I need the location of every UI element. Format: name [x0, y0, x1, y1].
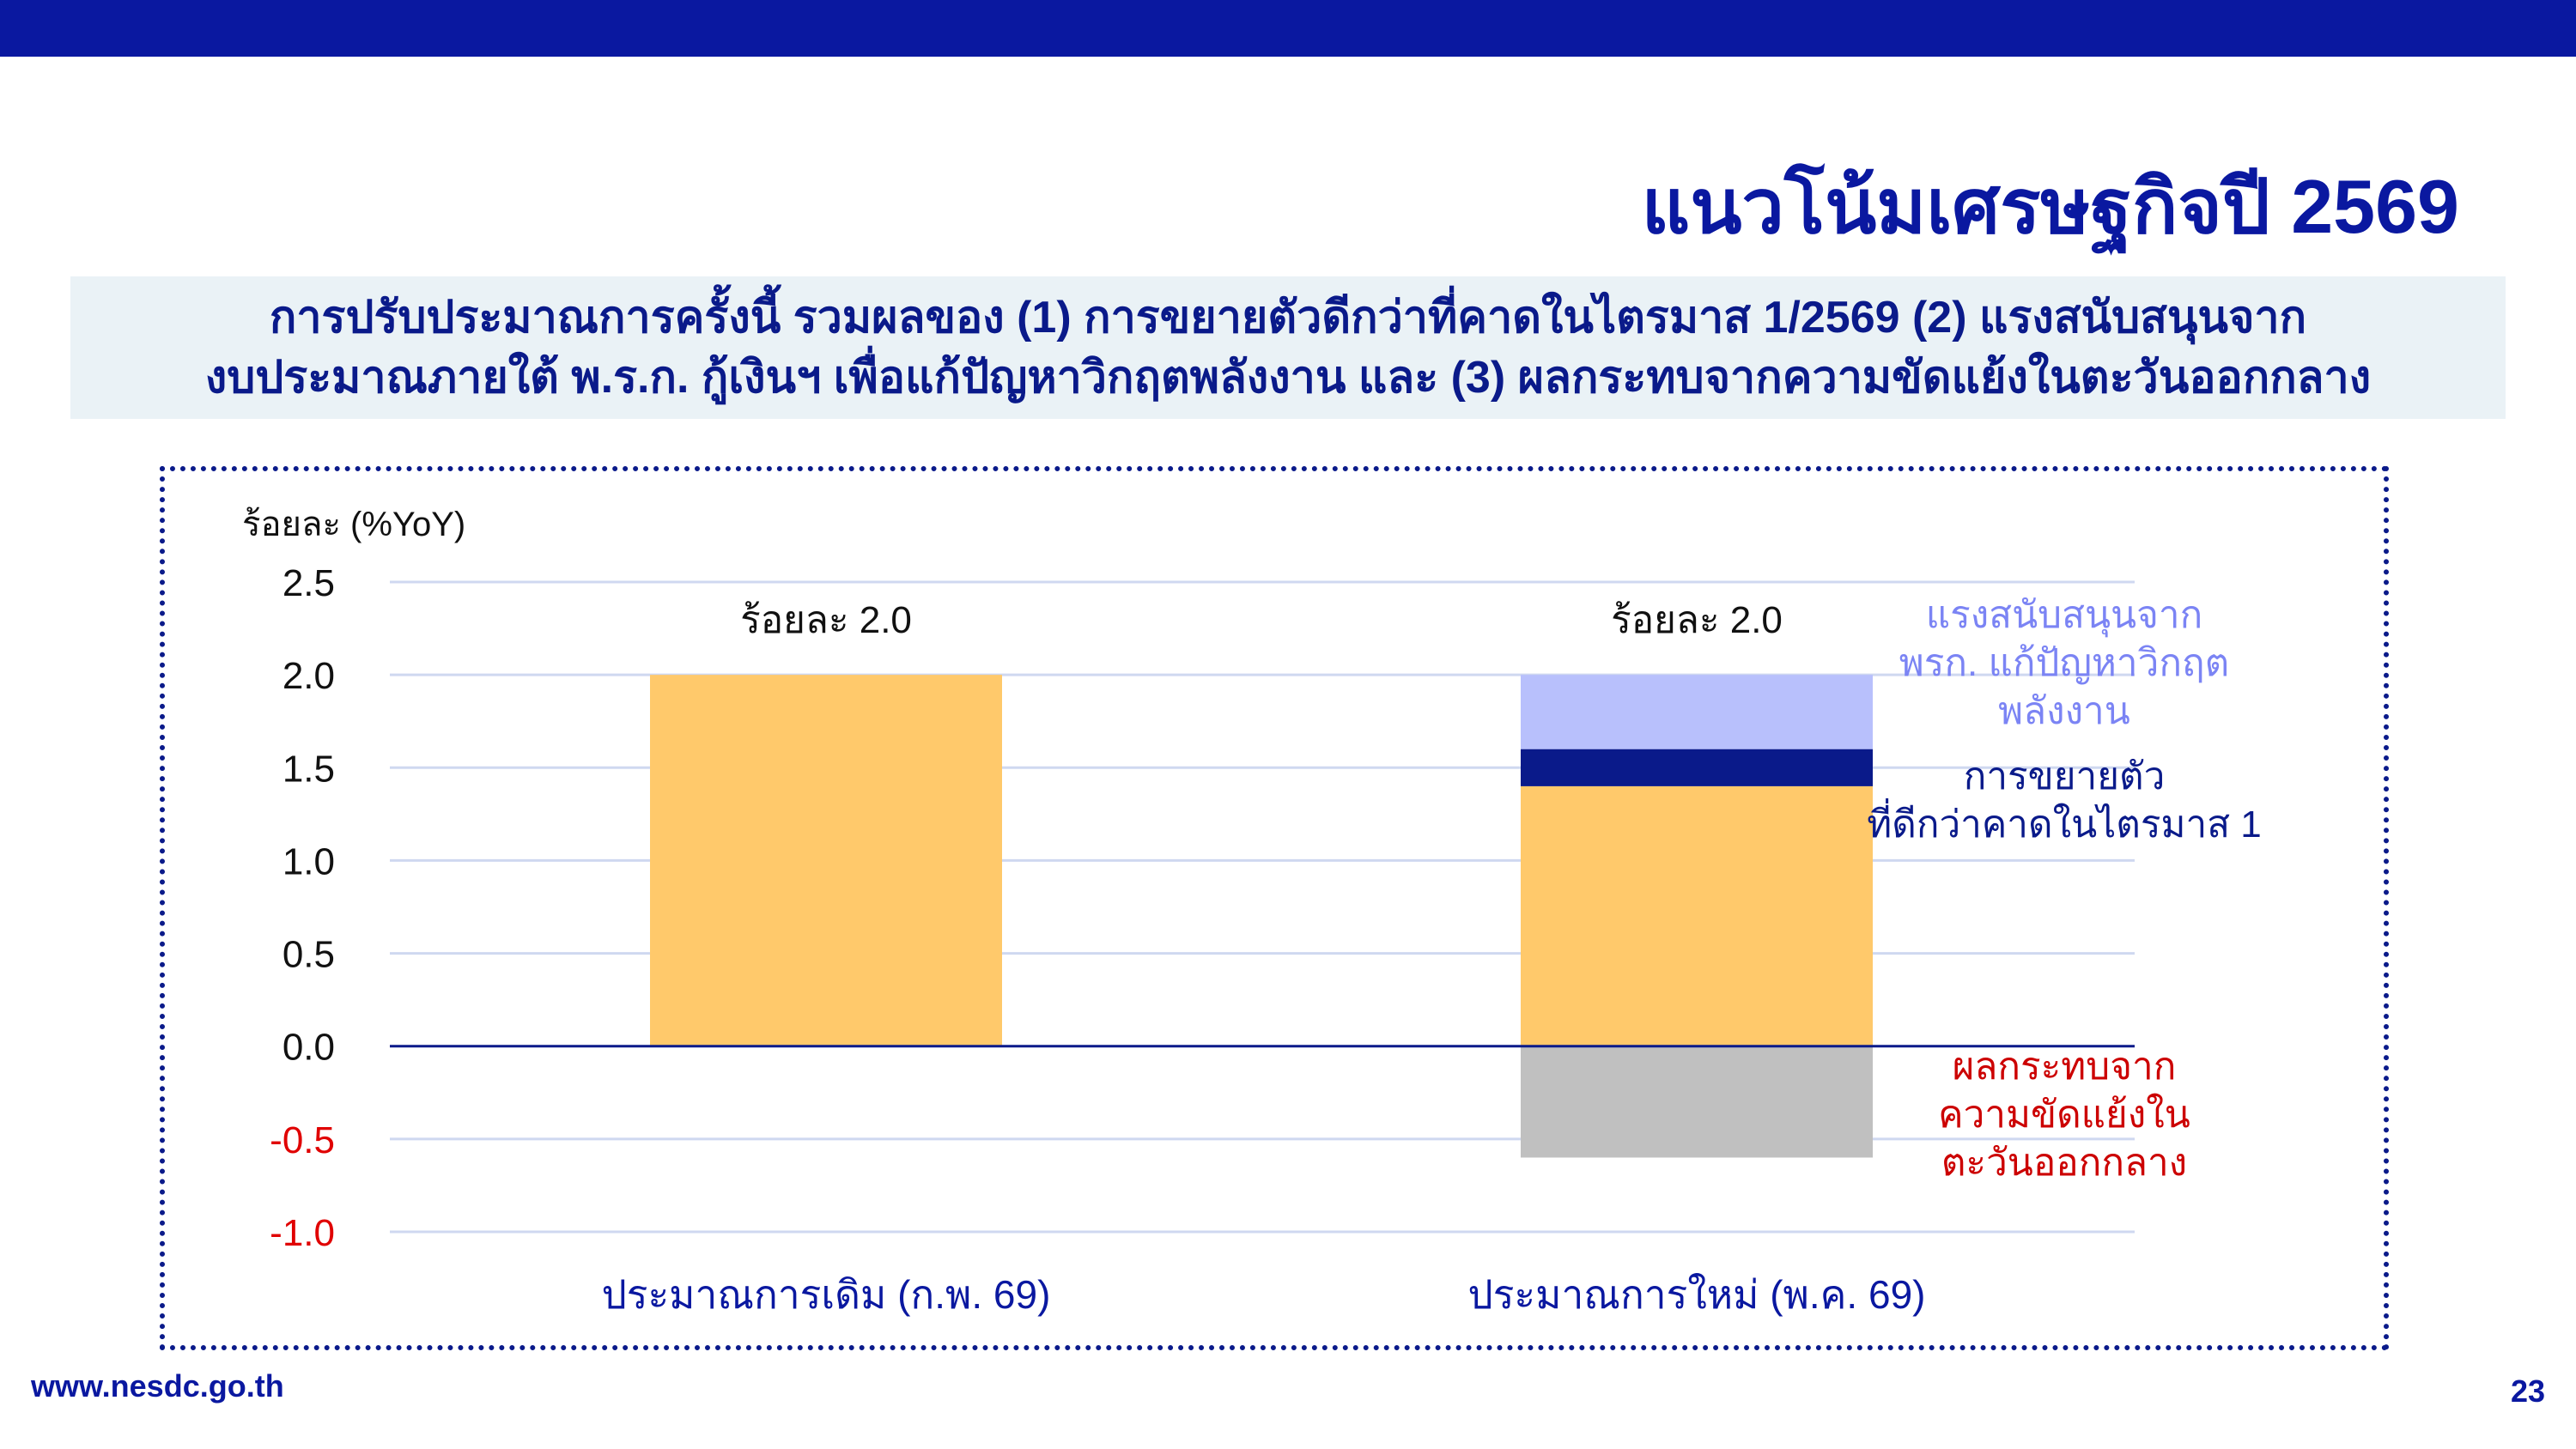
total-label-1: ร้อยละ 2.0 — [1611, 599, 1783, 641]
bar-middle_east-1 — [1521, 1046, 1873, 1158]
x-tick-label-0: ประมาณการเดิม (ก.พ. 69) — [602, 1272, 1051, 1317]
summary-line-1: การปรับประมาณการครั้งนี้ รวมผลของ (1) กา… — [269, 293, 2307, 343]
y-axis-title: ร้อยละ (%YoY) — [242, 506, 465, 543]
chart-frame: 2.5 2.0 1.5 1.0 0.5 0.0 -0.5 -1.0 ร้อยละ (%YoY) ร… — [160, 466, 2389, 1350]
footer-website[interactable]: www.nesdc.go.th — [31, 1368, 284, 1404]
y-tick-label-5: 0.0 — [283, 1027, 335, 1069]
page-number: 23 — [2510, 1373, 2545, 1409]
summary-box: การปรับประมาณการครั้งนี้ รวมผลของ (1) กา… — [70, 276, 2506, 419]
total-label-0: ร้อยละ 2.0 — [740, 599, 912, 641]
y-tick-label-6: -0.5 — [270, 1119, 335, 1161]
gdp-forecast-chart: 2.5 2.0 1.5 1.0 0.5 0.0 -0.5 -1.0 ร้อยละ (%YoY) ร… — [242, 506, 2262, 1317]
y-tick-label-3: 1.0 — [283, 840, 335, 882]
y-tick-label-4: 0.5 — [283, 934, 335, 976]
y-tick-label-0: 2.5 — [283, 562, 335, 604]
annotation-middle_east-line-2: ตะวันออกกลาง — [1941, 1142, 2187, 1184]
annotation-middle_east-line-0: ผลกระทบจาก — [1953, 1046, 2177, 1088]
annotation-energy-line-1: พรก. แก้ปัญหาวิกฤต — [1899, 642, 2229, 684]
y-tick-label-1: 2.0 — [283, 655, 335, 697]
bar-q1-1 — [1521, 749, 1873, 786]
summary-line-2: งบประมาณภายใต้ พ.ร.ก. กู้เงินฯ เพื่อแก้ป… — [204, 353, 2372, 403]
annotation-energy-line-2: พลังงาน — [1998, 690, 2130, 732]
bar-energy-1 — [1521, 675, 1873, 749]
top-banner — [0, 0, 2576, 57]
bar-base-1 — [1521, 785, 1873, 1046]
annotation-q1-line-1: ที่ดีกว่าคาดในไตรมาส 1 — [1867, 797, 2262, 846]
x-tick-label-1: ประมาณการใหม่ (พ.ค. 69) — [1468, 1272, 1926, 1317]
annotation-energy-line-0: แรงสนับสนุนจาก — [1926, 594, 2202, 638]
y-tick-label-2: 1.5 — [283, 748, 335, 790]
annotation-q1-line-0: การขยายตัว — [1964, 755, 2166, 797]
page-title: แนวโน้มเศรษฐกิจปี 2569 — [1641, 164, 2459, 249]
y-tick-label-7: -1.0 — [270, 1212, 335, 1254]
bar-base-0 — [650, 675, 1002, 1046]
annotation-middle_east-line-1: ความขัดแย้งใน — [1938, 1093, 2190, 1136]
